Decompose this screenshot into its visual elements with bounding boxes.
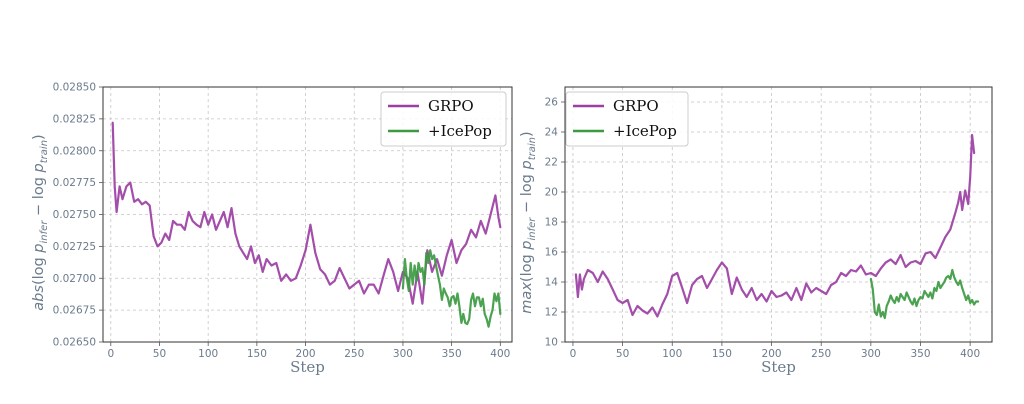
right-series-lines xyxy=(574,133,980,320)
right-y-axis-label: max(log pinfer − log ptrain) xyxy=(519,131,538,313)
left-y-tick-label: 0.02750 xyxy=(53,209,96,221)
right-x-tick-label: 100 xyxy=(662,348,682,360)
right-series-line-icepop xyxy=(869,268,980,320)
right-x-tick-label: 250 xyxy=(811,348,831,360)
left-legend: GRPO +IcePop xyxy=(380,91,507,147)
right-y-tick-label: 22 xyxy=(545,157,558,169)
right-legend-label-grpo: GRPO xyxy=(613,97,659,115)
left-y-tick-label: 0.02850 xyxy=(53,82,96,94)
left-y-tick-label: 0.02825 xyxy=(53,113,96,125)
right-x-tick-label: 0 xyxy=(570,348,577,360)
right-legend-label-icepop: +IcePop xyxy=(613,122,677,140)
right-legend: GRPO +IcePop xyxy=(565,91,689,147)
left-legend-label-grpo: GRPO xyxy=(428,97,474,115)
left-grid xyxy=(103,86,512,343)
left-x-tick-label: 250 xyxy=(344,348,364,360)
left-x-tick-label: 0 xyxy=(107,348,114,360)
right-series-line-grpo xyxy=(574,133,976,318)
left-x-tick-label: 400 xyxy=(490,348,510,360)
right-y-tick-label: 14 xyxy=(545,277,559,289)
left-x-tick-label: 150 xyxy=(247,348,267,360)
left-y-tick-label: 0.02700 xyxy=(53,273,96,285)
right-y-tick-label: 12 xyxy=(545,307,558,319)
left-y-tick-label: 0.02775 xyxy=(53,177,96,189)
left-series-lines xyxy=(111,121,502,328)
left-x-tick-label: 300 xyxy=(393,348,413,360)
right-y-tick-label: 10 xyxy=(545,337,558,349)
left-y-tick-label: 0.02725 xyxy=(53,241,96,253)
right-x-tick-label: 400 xyxy=(960,348,980,360)
left-y-ticks: 0.02650 0.02675 0.02700 0.02725 0.02750 0.027… xyxy=(53,82,103,349)
left-series-line-icepop xyxy=(401,249,502,328)
right-y-tick-label: 26 xyxy=(545,97,559,109)
left-x-tick-label: 350 xyxy=(442,348,462,360)
right-y-tick-label: 24 xyxy=(545,127,559,139)
right-x-tick-label: 50 xyxy=(616,348,629,360)
left-x-axis-label: Step xyxy=(290,358,325,376)
left-y-tick-label: 0.02650 xyxy=(53,337,96,349)
right-chart: 0 50 100 150 200 250 300 350 400 10 12 14 16 18 20 22 2… xyxy=(519,86,993,376)
right-y-tick-label: 18 xyxy=(545,217,558,229)
left-chart: 0 50 100 150 200 250 300 350 400 0.026500.026750… xyxy=(31,82,513,376)
right-x-tick-label: 300 xyxy=(861,348,881,360)
left-y-tick-label: 0.02675 xyxy=(53,305,96,317)
right-y-ticks: 10 12 14 16 18 20 22 24 26 xyxy=(545,97,565,349)
right-x-tick-label: 150 xyxy=(712,348,732,360)
right-y-tick-label: 20 xyxy=(545,187,558,199)
left-x-tick-label: 50 xyxy=(153,348,166,360)
right-x-axis-label: Step xyxy=(761,358,796,376)
right-plot-frame xyxy=(564,86,993,343)
left-x-tick-label: 100 xyxy=(198,348,218,360)
left-legend-label-icepop: +IcePop xyxy=(428,122,492,140)
right-x-ticks: 0 50 100 150 200 250 300 350 400 xyxy=(570,342,980,360)
left-x-tick-label: 200 xyxy=(296,348,316,360)
left-y-axis-label: abs(log pinfer − log ptrain) xyxy=(31,134,50,310)
left-series-line-grpo xyxy=(111,121,502,305)
right-x-tick-label: 350 xyxy=(910,348,930,360)
right-y-tick-label: 16 xyxy=(545,247,559,259)
right-x-tick-label: 200 xyxy=(762,348,782,360)
left-x-ticks: 0 50 100 150 200 250 300 350 400 xyxy=(107,342,510,360)
left-y-tick-label: 0.02800 xyxy=(53,145,96,157)
